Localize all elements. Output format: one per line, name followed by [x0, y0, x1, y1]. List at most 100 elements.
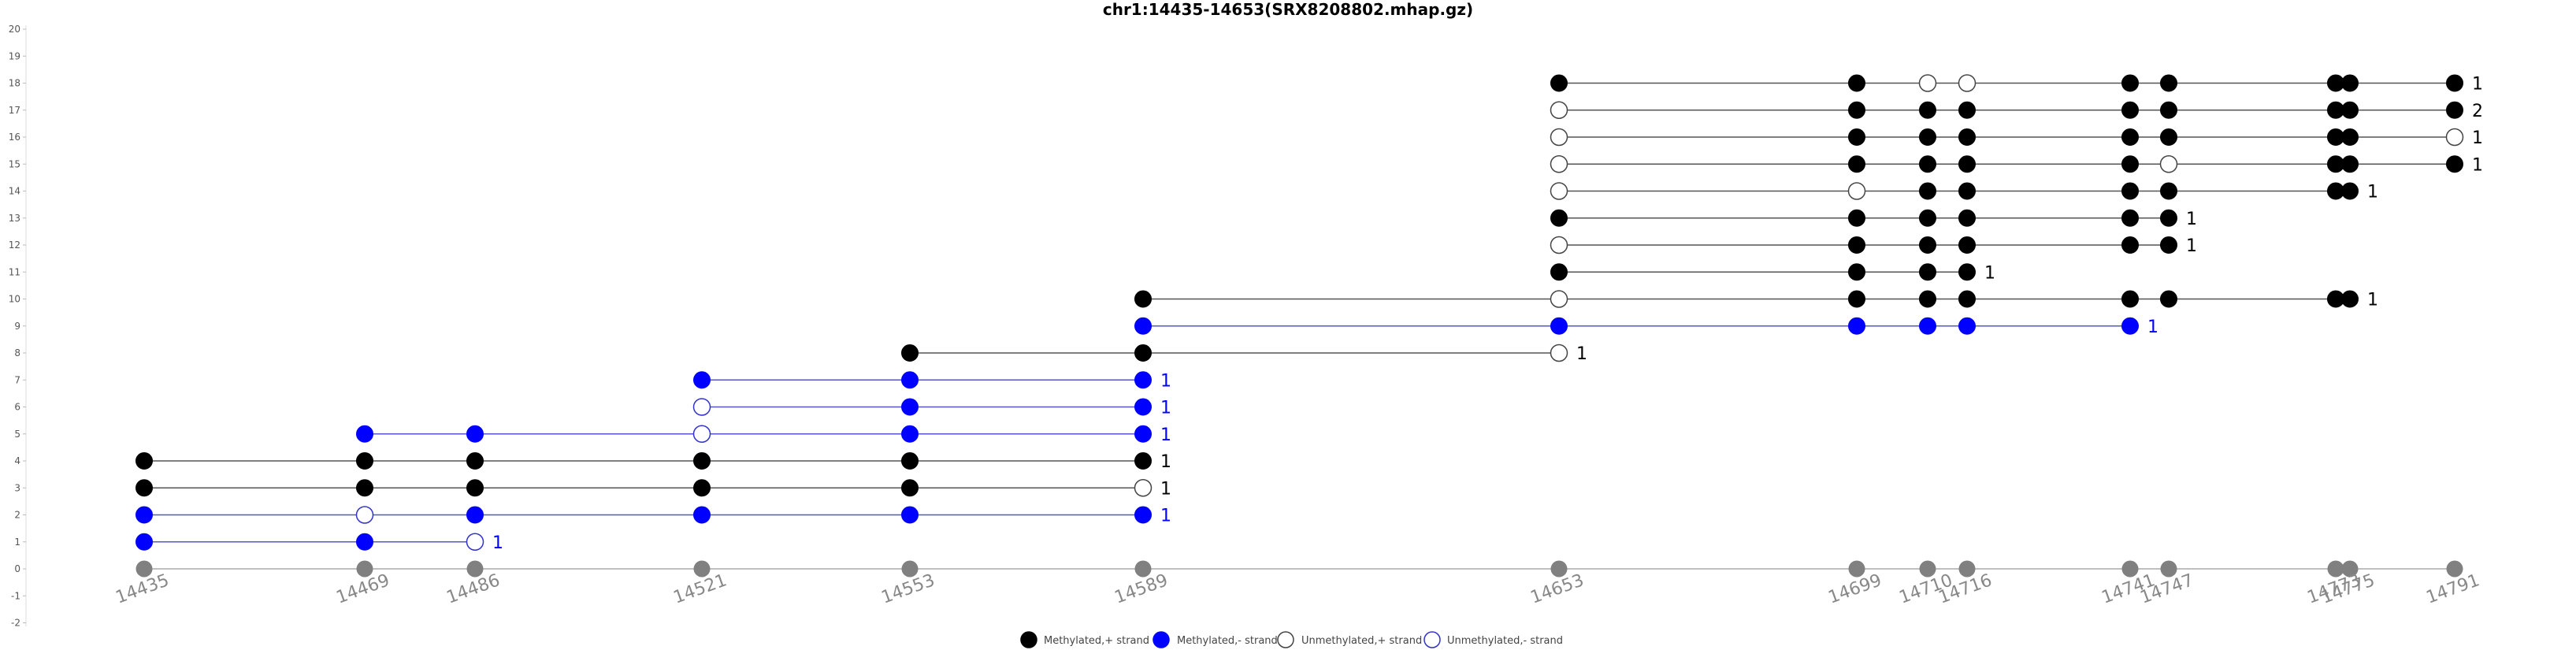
- methylated-site: [1134, 371, 1152, 389]
- unmethylated-site: [1550, 236, 1568, 254]
- methylated-site: [1958, 182, 1976, 200]
- methylated-site: [1848, 128, 1865, 146]
- methylated-site: [693, 506, 711, 524]
- methylated-site: [1848, 317, 1865, 335]
- methylated-site: [2341, 290, 2359, 308]
- read-count-label: 1: [1160, 507, 1171, 526]
- y-tick-label: -1: [11, 590, 20, 601]
- baseline-point: [1550, 560, 1568, 578]
- baseline-point: [466, 560, 484, 578]
- methylated-site: [2121, 209, 2139, 227]
- methylated-site: [1919, 182, 1936, 200]
- methylated-site: [356, 479, 373, 497]
- unmethylated-site: [1847, 182, 1866, 200]
- methylated-site: [2341, 101, 2359, 119]
- y-tick-label: 10: [9, 294, 20, 305]
- y-tick-label: -2: [11, 618, 20, 629]
- methylated-site: [693, 371, 711, 389]
- baseline-point: [356, 560, 373, 578]
- methylated-site: [2121, 236, 2139, 254]
- read-row: 2: [1550, 101, 2483, 121]
- methylated-site: [2446, 155, 2463, 173]
- y-tick-label: 16: [9, 132, 20, 143]
- methylated-site: [1848, 236, 1865, 254]
- y-tick-label: 9: [14, 321, 20, 332]
- y-tick-label: 7: [14, 374, 20, 385]
- baseline-point: [2327, 560, 2344, 578]
- methylated-site: [466, 452, 484, 470]
- unmethylated-site: [355, 506, 374, 524]
- methylated-site: [1134, 452, 1152, 470]
- methylated-site: [1919, 317, 1936, 335]
- read-count-label: 1: [1160, 399, 1171, 418]
- methylated-site: [2341, 155, 2359, 173]
- y-tick-label: 1: [14, 537, 20, 548]
- methylated-site: [135, 452, 153, 470]
- legend-label: Methylated,- strand: [1177, 635, 1278, 647]
- read-count-label: 2: [2472, 102, 2483, 121]
- unmethylated-site: [1550, 182, 1568, 200]
- methylated-site: [466, 425, 484, 443]
- y-tick-label: 4: [14, 455, 20, 466]
- methylated-site: [2121, 155, 2139, 173]
- methylated-site: [2341, 182, 2359, 200]
- methylated-site: [1958, 209, 1976, 227]
- read-row: 1: [1550, 263, 1995, 283]
- read-count-label: 1: [2186, 236, 2197, 256]
- read-row: 1: [1550, 209, 2197, 229]
- methylated-site: [2341, 74, 2359, 92]
- unmethylated-site: [692, 425, 711, 443]
- legend-label: Unmethylated,- strand: [1447, 635, 1563, 647]
- y-tick-label: 3: [14, 482, 20, 493]
- methylated-site: [1958, 290, 1976, 308]
- y-tick-label: 14: [9, 186, 20, 197]
- y-tick-label: 13: [9, 213, 20, 224]
- methylated-site: [1134, 506, 1152, 524]
- methylated-site: [2160, 128, 2177, 146]
- baseline-point: [1919, 560, 1936, 578]
- methylated-site: [1550, 74, 1568, 92]
- read-row: 1: [1550, 74, 2483, 95]
- methylated-site: [1919, 155, 1936, 173]
- unmethylated-site: [466, 533, 484, 551]
- methylated-site: [1550, 209, 1568, 227]
- legend-label: Unmethylated,+ strand: [1301, 635, 1422, 647]
- read-count-label: 1: [1576, 344, 1587, 364]
- read-count-label: 1: [2147, 318, 2158, 337]
- read-count-label: 1: [1160, 425, 1171, 445]
- methylated-site: [1848, 155, 1865, 173]
- unmethylated-site: [1958, 74, 1977, 92]
- position-baseline: [135, 560, 2463, 578]
- methylated-site: [1958, 101, 1976, 119]
- read-count-label: 1: [1984, 263, 1995, 283]
- unmethylated-site: [1134, 479, 1153, 497]
- methylated-site: [466, 479, 484, 497]
- methylated-site: [1958, 128, 1976, 146]
- baseline-point: [901, 560, 919, 578]
- methylated-site: [1134, 344, 1152, 362]
- read-row: 1: [135, 506, 1171, 526]
- methylated-site: [466, 506, 484, 524]
- read-row: 1: [356, 425, 1171, 445]
- read-count-label: 1: [2472, 75, 2483, 95]
- methylated-site: [1134, 398, 1152, 416]
- legend-label: Methylated,+ strand: [1044, 635, 1149, 647]
- methylated-site: [1134, 425, 1152, 443]
- chart-title: chr1:14435-14653(SRX8208802.mhap.gz): [1103, 0, 1473, 19]
- legend-marker: [1153, 631, 1170, 648]
- baseline-point: [1848, 560, 1865, 578]
- unmethylated-site: [1550, 128, 1568, 147]
- methylated-site: [2341, 128, 2359, 146]
- baseline-point: [1958, 560, 1976, 578]
- y-tick-label: 18: [9, 78, 20, 89]
- read-row: 1: [1134, 290, 2378, 310]
- unmethylated-site: [2445, 128, 2464, 147]
- methylated-site: [356, 452, 373, 470]
- y-tick-label: 12: [9, 240, 20, 251]
- methylated-site: [1919, 209, 1936, 227]
- methylated-site: [356, 533, 373, 551]
- methylated-site: [1919, 263, 1936, 281]
- methylated-site: [901, 398, 919, 416]
- read-count-label: 1: [1160, 479, 1171, 499]
